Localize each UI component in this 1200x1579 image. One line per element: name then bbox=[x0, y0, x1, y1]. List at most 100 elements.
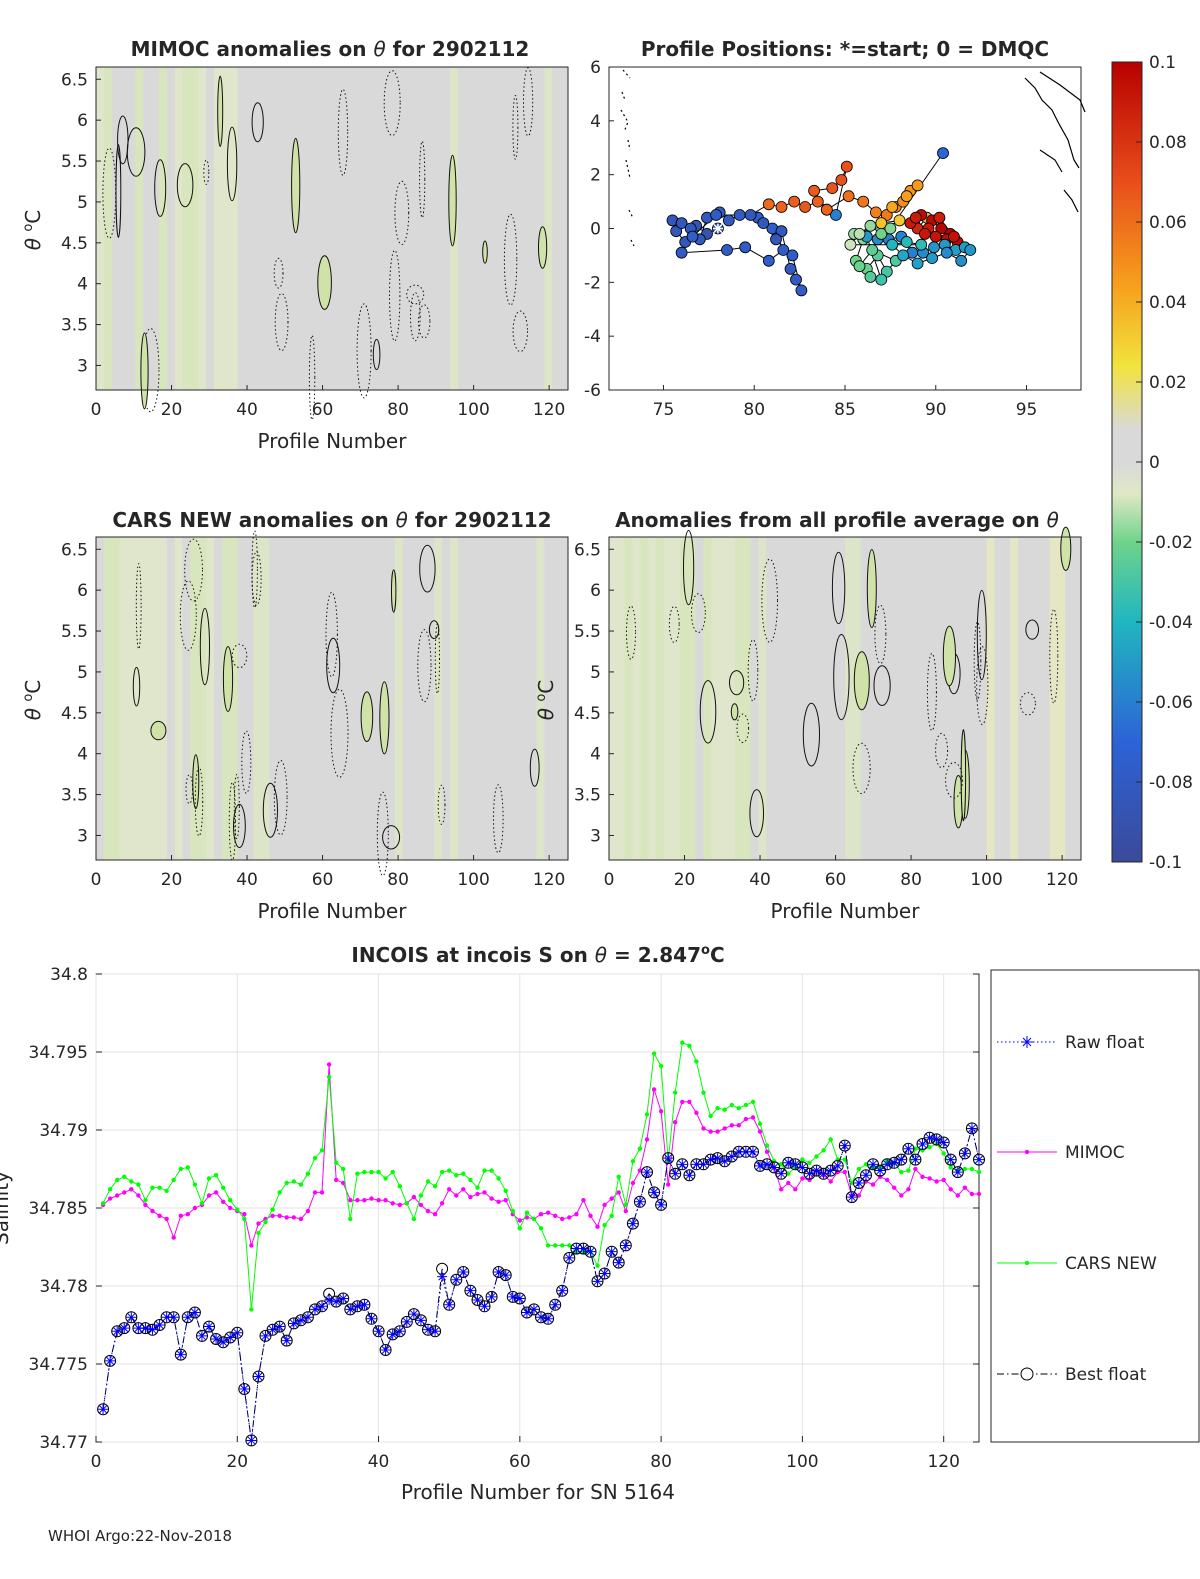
data-point bbox=[974, 1154, 984, 1165]
field-column bbox=[544, 67, 553, 390]
data-point bbox=[305, 1171, 311, 1176]
data-point bbox=[479, 1301, 490, 1312]
data-point bbox=[521, 1307, 532, 1318]
field-column bbox=[734, 537, 744, 860]
data-point bbox=[842, 1157, 847, 1162]
data-point bbox=[560, 1216, 565, 1222]
data-point bbox=[301, 1311, 314, 1324]
field-column bbox=[269, 537, 278, 860]
data-point bbox=[609, 1196, 614, 1201]
data-point bbox=[168, 1312, 179, 1323]
x-tick-label: 75 bbox=[653, 400, 675, 420]
mimoc-anomaly-field bbox=[96, 67, 569, 421]
data-point bbox=[298, 1216, 304, 1222]
data-point bbox=[553, 1243, 558, 1248]
data-point bbox=[811, 1165, 822, 1176]
colorbar-tick-label: 0.02 bbox=[1149, 373, 1187, 393]
colorbar-tick-label: 0.04 bbox=[1149, 293, 1187, 313]
data-point bbox=[107, 1187, 113, 1192]
data-point bbox=[326, 1074, 332, 1080]
data-point bbox=[430, 1326, 441, 1337]
contour-line bbox=[852, 742, 871, 795]
data-point bbox=[369, 1196, 374, 1201]
data-point bbox=[595, 1224, 600, 1229]
data-point bbox=[913, 1146, 918, 1151]
data-point bbox=[951, 1166, 964, 1179]
data-point bbox=[319, 1148, 325, 1153]
data-point bbox=[249, 1243, 254, 1248]
data-point bbox=[457, 1266, 470, 1278]
field-column bbox=[316, 537, 325, 860]
data-point bbox=[355, 1198, 360, 1203]
profile-position-point bbox=[933, 211, 946, 224]
field-column bbox=[648, 537, 657, 860]
x-tick-label: 0 bbox=[91, 870, 102, 890]
data-point bbox=[341, 1180, 346, 1186]
data-point bbox=[743, 1116, 749, 1122]
y-tick-label: 3 bbox=[590, 826, 601, 846]
profile-position-point bbox=[915, 238, 928, 251]
field-column bbox=[512, 537, 522, 860]
data-point bbox=[147, 1324, 158, 1335]
data-point bbox=[111, 1325, 124, 1338]
x-tick-label: 120 bbox=[533, 870, 565, 890]
data-point bbox=[489, 1168, 494, 1173]
data-point bbox=[545, 1210, 551, 1215]
profile-position-point bbox=[880, 265, 893, 278]
data-point bbox=[917, 1139, 928, 1150]
field-column bbox=[402, 537, 412, 860]
x-tick-label: 20 bbox=[674, 870, 696, 890]
data-point bbox=[277, 1213, 282, 1219]
data-point bbox=[626, 1217, 639, 1230]
data-point bbox=[698, 1159, 709, 1170]
field-column bbox=[442, 537, 451, 860]
incois-title: INCOIS at incois S on θ = 2.847oC bbox=[351, 943, 724, 967]
x-tick-label: 60 bbox=[509, 1452, 531, 1472]
x-tick-label: 95 bbox=[1016, 400, 1038, 420]
field-column bbox=[245, 67, 254, 390]
profile-position-point bbox=[911, 179, 924, 192]
contour-line bbox=[251, 102, 264, 143]
data-point bbox=[411, 1216, 417, 1222]
data-point bbox=[274, 1321, 285, 1332]
field-column bbox=[426, 537, 435, 860]
cars-title: CARS NEW anomalies on θ for 2902112 bbox=[112, 508, 551, 532]
data-point bbox=[976, 1169, 982, 1175]
profile-position-point bbox=[866, 244, 879, 256]
data-point bbox=[366, 1313, 377, 1324]
data-point bbox=[185, 1212, 190, 1217]
contour-line bbox=[291, 137, 301, 234]
x-tick-label: 40 bbox=[368, 1452, 390, 1472]
y-tick-label: 4.5 bbox=[61, 704, 88, 724]
data-point bbox=[175, 1349, 186, 1360]
profile-position-point bbox=[842, 190, 855, 203]
contour-line bbox=[935, 732, 949, 769]
field-column bbox=[528, 67, 538, 390]
data-point bbox=[677, 1159, 688, 1170]
data-point bbox=[246, 1435, 257, 1446]
data-point bbox=[263, 1219, 268, 1225]
cars-axes-box bbox=[95, 536, 569, 861]
contour-line bbox=[273, 760, 288, 836]
data-point bbox=[338, 1293, 349, 1304]
contour-line bbox=[833, 634, 850, 721]
x-tick-label: 60 bbox=[312, 400, 334, 420]
data-point bbox=[309, 1303, 321, 1316]
data-point bbox=[256, 1221, 261, 1226]
contour-line bbox=[668, 605, 680, 644]
field-column bbox=[394, 537, 404, 860]
data-point bbox=[694, 1110, 699, 1116]
x-tick-label: 0 bbox=[91, 1452, 102, 1472]
contour-line bbox=[117, 115, 129, 165]
data-point bbox=[316, 1300, 328, 1313]
data-point bbox=[206, 1193, 212, 1198]
field-column bbox=[457, 537, 467, 860]
profile-position-point bbox=[840, 160, 853, 173]
data-point bbox=[478, 1300, 491, 1313]
field-column bbox=[284, 67, 294, 390]
profile-position-point bbox=[844, 238, 857, 251]
data-point bbox=[715, 1106, 720, 1111]
field-column bbox=[1002, 537, 1011, 860]
field-column bbox=[402, 67, 412, 390]
data-point bbox=[98, 1404, 109, 1415]
